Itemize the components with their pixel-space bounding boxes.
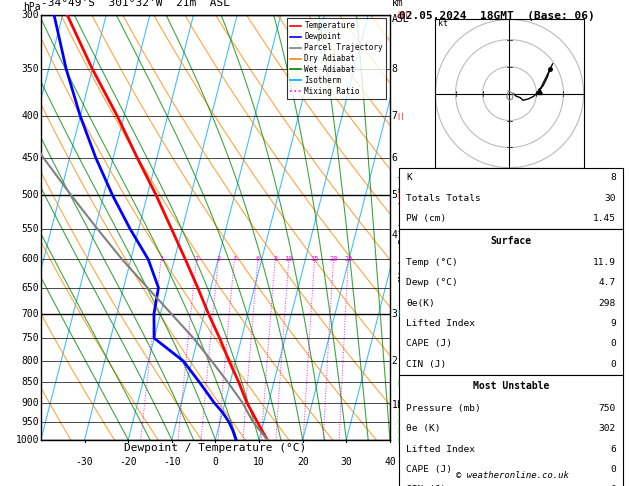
Text: 02.05.2024  18GMT  (Base: 06): 02.05.2024 18GMT (Base: 06) — [399, 11, 595, 21]
Text: 800: 800 — [21, 356, 39, 366]
Text: CIN (J): CIN (J) — [406, 485, 447, 486]
Text: 900: 900 — [21, 398, 39, 408]
Text: 500: 500 — [21, 190, 39, 200]
Text: Temp (°C): Temp (°C) — [406, 258, 458, 267]
Text: 8: 8 — [610, 174, 616, 182]
Bar — [399, 168, 623, 229]
Text: © weatheronline.co.uk: © weatheronline.co.uk — [456, 471, 569, 480]
Text: Mixing Ratio  (g/kg): Mixing Ratio (g/kg) — [399, 174, 408, 281]
Text: |: | — [396, 311, 401, 317]
Text: 850: 850 — [21, 378, 39, 387]
Text: Totals Totals: Totals Totals — [406, 194, 481, 203]
Text: 30: 30 — [340, 457, 352, 467]
Text: 20: 20 — [329, 257, 338, 262]
Text: 1000: 1000 — [16, 435, 39, 445]
Text: 0: 0 — [213, 457, 218, 467]
Text: -10: -10 — [163, 457, 181, 467]
Text: |: | — [396, 418, 401, 425]
Text: hPa: hPa — [23, 2, 41, 13]
Text: 8: 8 — [392, 64, 398, 74]
Text: θe(K): θe(K) — [406, 299, 435, 308]
Text: |||: ||| — [396, 11, 409, 18]
Text: Surface: Surface — [491, 236, 532, 245]
Bar — [399, 375, 623, 486]
Text: 2: 2 — [194, 257, 199, 262]
Text: 25: 25 — [344, 257, 353, 262]
Text: 6: 6 — [392, 153, 398, 163]
Text: CIN (J): CIN (J) — [406, 360, 447, 369]
Text: 700: 700 — [21, 309, 39, 319]
Text: -34°49'S  301°32'W  21m  ASL: -34°49'S 301°32'W 21m ASL — [41, 0, 230, 8]
Text: 30: 30 — [604, 194, 616, 203]
Text: K: K — [406, 174, 412, 182]
Text: PW (cm): PW (cm) — [406, 214, 447, 223]
Text: -30: -30 — [75, 457, 93, 467]
Text: Pressure (mb): Pressure (mb) — [406, 404, 481, 413]
Text: θe (K): θe (K) — [406, 424, 440, 433]
Text: 750: 750 — [21, 333, 39, 343]
Text: 6: 6 — [610, 445, 616, 453]
Text: ASL: ASL — [392, 14, 409, 24]
Text: 40: 40 — [384, 457, 396, 467]
Text: 3: 3 — [216, 257, 220, 262]
Text: Lifted Index: Lifted Index — [406, 445, 475, 453]
Text: 600: 600 — [21, 254, 39, 264]
Text: Lifted Index: Lifted Index — [406, 319, 475, 328]
Text: 8: 8 — [273, 257, 277, 262]
Text: 10: 10 — [285, 257, 293, 262]
Text: 11.9: 11.9 — [593, 258, 616, 267]
Text: 350: 350 — [21, 64, 39, 74]
Text: -20: -20 — [120, 457, 137, 467]
Text: 4: 4 — [392, 230, 398, 240]
Text: 950: 950 — [21, 417, 39, 427]
Text: kt: kt — [438, 19, 448, 28]
Text: 0: 0 — [610, 485, 616, 486]
Text: 0: 0 — [610, 360, 616, 369]
Text: 400: 400 — [21, 111, 39, 121]
Text: |: | — [396, 379, 401, 386]
Text: |: | — [396, 436, 401, 443]
Text: 302: 302 — [599, 424, 616, 433]
Text: 6: 6 — [256, 257, 260, 262]
Text: |: | — [396, 427, 401, 434]
Text: ||: || — [396, 113, 405, 120]
Text: Most Unstable: Most Unstable — [473, 382, 549, 391]
X-axis label: Dewpoint / Temperature (°C): Dewpoint / Temperature (°C) — [125, 443, 306, 452]
Text: 1LCL: 1LCL — [392, 399, 415, 410]
Text: 10: 10 — [253, 457, 265, 467]
Text: 15: 15 — [310, 257, 319, 262]
Text: 7: 7 — [392, 111, 398, 121]
Text: |: | — [396, 191, 401, 198]
Text: 3: 3 — [392, 309, 398, 319]
Text: 9: 9 — [610, 319, 616, 328]
Text: 298: 298 — [599, 299, 616, 308]
Text: 450: 450 — [21, 153, 39, 163]
Text: 0: 0 — [610, 465, 616, 474]
Text: 2: 2 — [392, 356, 398, 366]
Text: 0: 0 — [610, 340, 616, 348]
Bar — [399, 229, 623, 375]
Text: km: km — [392, 0, 403, 8]
Text: 1.45: 1.45 — [593, 214, 616, 223]
Text: |: | — [396, 409, 401, 416]
Text: 5: 5 — [392, 190, 398, 200]
Text: 650: 650 — [21, 283, 39, 293]
Text: CAPE (J): CAPE (J) — [406, 340, 452, 348]
Text: 550: 550 — [21, 224, 39, 234]
Legend: Temperature, Dewpoint, Parcel Trajectory, Dry Adiabat, Wet Adiabat, Isotherm, Mi: Temperature, Dewpoint, Parcel Trajectory… — [287, 18, 386, 99]
Text: 4.7: 4.7 — [599, 278, 616, 287]
Text: 1: 1 — [159, 257, 164, 262]
Text: Dewp (°C): Dewp (°C) — [406, 278, 458, 287]
Text: 20: 20 — [297, 457, 309, 467]
Text: 750: 750 — [599, 404, 616, 413]
Text: 4: 4 — [232, 257, 237, 262]
Text: CAPE (J): CAPE (J) — [406, 465, 452, 474]
Text: 300: 300 — [21, 10, 39, 19]
